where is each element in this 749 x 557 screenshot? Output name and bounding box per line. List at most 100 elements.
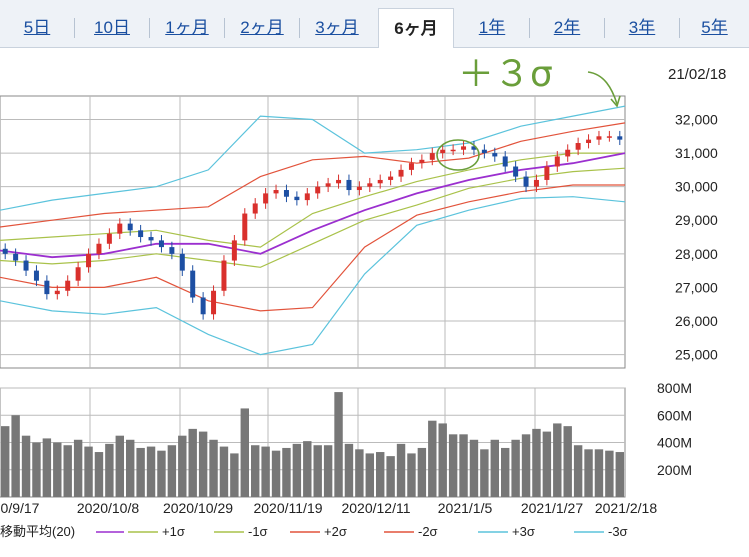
tab-6m[interactable]: 6ヶ月 bbox=[378, 8, 454, 48]
candle-body bbox=[273, 190, 279, 194]
chart-date: 21/02/18 bbox=[668, 66, 726, 83]
volume-bar bbox=[157, 450, 166, 497]
volume-bar bbox=[63, 445, 72, 497]
tab-3m[interactable]: 3ヶ月 bbox=[315, 18, 359, 37]
candle-body bbox=[96, 243, 102, 254]
candle-body bbox=[461, 146, 467, 150]
volume-bar bbox=[209, 439, 218, 497]
candle-body bbox=[502, 156, 508, 167]
volume-bar bbox=[73, 439, 83, 497]
candle-body bbox=[377, 179, 383, 184]
volume-bar bbox=[84, 446, 93, 497]
y-tick-label: 32,000 bbox=[675, 112, 718, 128]
candle-body bbox=[33, 270, 39, 281]
tab-separator bbox=[74, 18, 75, 38]
candle-body bbox=[388, 176, 394, 180]
candle-body bbox=[231, 240, 237, 261]
tab-separator bbox=[149, 18, 150, 38]
volume-bar bbox=[178, 435, 187, 497]
volume-bar bbox=[146, 446, 156, 497]
y-tick-label: 30,000 bbox=[675, 179, 718, 195]
annotation-text: ＋３σ bbox=[458, 54, 553, 95]
candle-body bbox=[13, 253, 19, 261]
y-tick-label: 26,000 bbox=[675, 313, 718, 329]
candle-body bbox=[23, 260, 29, 271]
candle-body bbox=[86, 253, 92, 268]
volume-bar bbox=[53, 442, 62, 497]
volume-bar bbox=[11, 415, 20, 497]
y-tick-label: 28,000 bbox=[675, 246, 718, 262]
candle-body bbox=[450, 149, 456, 152]
volume-panel: 800M 600M 400M 200M 0/9/17 2020/10/8 2020/10/2… bbox=[0, 380, 692, 516]
x-date-label: 2021/1/27 bbox=[521, 500, 583, 516]
candle-body bbox=[127, 223, 133, 231]
tab-2m[interactable]: 2ヶ月 bbox=[240, 18, 284, 37]
tab-5y[interactable]: 5年 bbox=[701, 18, 728, 37]
tab-10d[interactable]: 10日 bbox=[94, 18, 130, 37]
annotation-arrowhead bbox=[610, 95, 621, 108]
y-tick-label: 25,000 bbox=[675, 347, 718, 363]
tab-2y[interactable]: 2年 bbox=[553, 18, 581, 37]
volume-bar bbox=[407, 453, 416, 497]
tab-1m[interactable]: 1ヶ月 bbox=[165, 18, 209, 37]
candle-body bbox=[190, 270, 196, 298]
volume-bar bbox=[448, 434, 458, 497]
volume-bar bbox=[532, 428, 541, 497]
candle-body bbox=[294, 196, 300, 201]
band-line bbox=[0, 184, 625, 312]
volume-tick-label: 600M bbox=[657, 407, 692, 423]
y-tick-label: 31,000 bbox=[675, 145, 718, 161]
legend-label: +3σ bbox=[512, 524, 535, 539]
candle-body bbox=[513, 166, 519, 177]
candle-body bbox=[158, 240, 164, 248]
legend-label: -3σ bbox=[608, 524, 628, 539]
tab-separator bbox=[679, 18, 680, 38]
volume-bar bbox=[542, 431, 552, 497]
candle-body bbox=[471, 146, 477, 150]
volume-bar bbox=[94, 452, 104, 497]
volume-bar bbox=[188, 428, 197, 497]
candle-body bbox=[575, 143, 581, 150]
candle-body bbox=[554, 156, 560, 167]
x-date-label: 2021/2/18 bbox=[595, 500, 657, 516]
volume-bar bbox=[490, 439, 499, 497]
x-date-label: 2020/12/11 bbox=[341, 500, 410, 516]
candle-body bbox=[117, 223, 123, 234]
volume-bar bbox=[32, 442, 41, 497]
candle-body bbox=[533, 179, 539, 187]
volume-bar bbox=[386, 456, 395, 497]
legend-label: -1σ bbox=[248, 524, 268, 539]
candle-body bbox=[2, 248, 8, 254]
volume-bar bbox=[271, 450, 281, 497]
volume-bar bbox=[292, 443, 302, 497]
candle-body bbox=[440, 149, 446, 154]
volume-bar bbox=[511, 439, 520, 497]
volume-bar bbox=[344, 443, 354, 497]
tab-3y[interactable]: 3年 bbox=[628, 18, 656, 37]
volume-bar bbox=[594, 449, 604, 497]
candle-body bbox=[617, 136, 623, 140]
y-tick-label: 29,000 bbox=[675, 212, 718, 228]
volume-bar bbox=[126, 439, 135, 497]
volume-bar bbox=[105, 443, 114, 497]
candle-body bbox=[544, 166, 550, 180]
tab-5d[interactable]: 5日 bbox=[23, 18, 51, 37]
volume-bar bbox=[1, 426, 10, 497]
band-line bbox=[0, 122, 626, 228]
candle-body bbox=[179, 253, 185, 271]
volume-bar bbox=[459, 434, 468, 497]
x-date-label: 0/9/17 bbox=[1, 500, 40, 516]
candle-body bbox=[221, 260, 227, 291]
volume-bar bbox=[251, 445, 260, 497]
candle-body bbox=[408, 163, 414, 170]
candle-body bbox=[606, 136, 612, 138]
x-date-label: 2021/1/5 bbox=[438, 500, 493, 516]
volume-bar bbox=[428, 420, 437, 497]
tab-1y[interactable]: 1年 bbox=[478, 18, 506, 37]
candle-body bbox=[596, 136, 602, 140]
band-line bbox=[0, 196, 626, 356]
legend-label: -2σ bbox=[418, 524, 438, 539]
tab-separator bbox=[529, 18, 530, 38]
candle-body bbox=[429, 153, 435, 160]
volume-bar bbox=[584, 449, 593, 497]
